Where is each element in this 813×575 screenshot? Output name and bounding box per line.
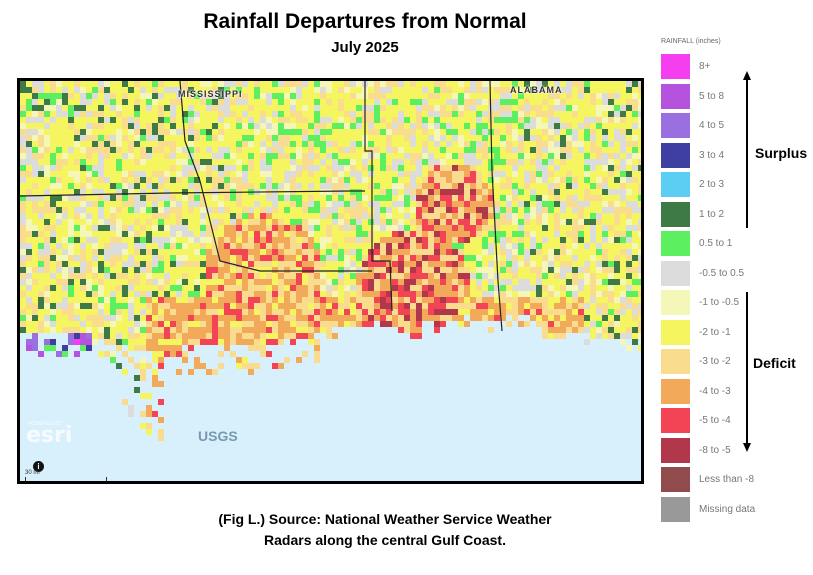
- caption-line-1: (Fig L.) Source: National Weather Servic…: [218, 511, 552, 527]
- legend-label: Missing data: [699, 503, 756, 515]
- legend-swatch: [661, 113, 690, 138]
- legend-item: -5 to -4: [661, 408, 811, 437]
- legend-label: 5 to 8: [699, 90, 725, 102]
- scale-label: 30 mi: [25, 470, 40, 476]
- legend-label: 8+: [699, 61, 711, 72]
- legend-swatch: [661, 349, 690, 374]
- legend-swatch: [661, 378, 690, 404]
- map-canvas: [20, 81, 641, 481]
- legend-item: -3 to -2: [661, 349, 811, 378]
- legend-item: 5 to 8: [661, 83, 811, 113]
- figure-caption: (Fig L.) Source: National Weather Servic…: [150, 509, 620, 551]
- legend-label: 1 to 2: [699, 208, 725, 220]
- state-label-alabama: ALABAMA: [510, 85, 563, 95]
- legend-label: -0.5 to 0.5: [699, 267, 745, 279]
- legend-label: -5 to -4: [699, 415, 731, 426]
- chart-title: Rainfall Departures from Normal: [203, 10, 527, 33]
- legend-item: 4 to 5: [661, 113, 811, 142]
- state-label-mississippi: MISSISSIPPI: [178, 89, 243, 99]
- legend-label: -2 to -1: [699, 326, 731, 338]
- legend-swatch: [661, 408, 690, 433]
- legend-swatch: [661, 290, 690, 315]
- deficit-label: Deficit: [753, 355, 796, 371]
- legend-swatch: [661, 437, 690, 463]
- precip-grid: [20, 81, 641, 441]
- legend-item: -2 to -1: [661, 319, 811, 349]
- legend-item: -4 to -3: [661, 378, 811, 408]
- legend-swatch: [661, 201, 690, 227]
- legend-label: 4 to 5: [699, 120, 725, 131]
- legend-label: -8 to -5: [699, 444, 731, 456]
- state-border: [489, 81, 503, 332]
- state-border: [364, 81, 393, 312]
- legend-item: 0.5 to 1: [661, 231, 811, 260]
- legend-swatch: [661, 142, 690, 168]
- scale-bar: [25, 477, 107, 481]
- chart-subtitle: July 2025: [331, 39, 399, 56]
- info-icon[interactable]: i: [33, 461, 44, 472]
- surplus-arrow-head-icon: [743, 71, 751, 80]
- surplus-arrow: [746, 80, 748, 228]
- legend-swatch: [661, 319, 690, 345]
- legend-title: RAINFALL (inches): [661, 38, 721, 45]
- legend-item: Less than -8: [661, 467, 811, 496]
- usgs-logo: USGS: [198, 428, 238, 444]
- legend-item: 3 to 4: [661, 142, 811, 172]
- legend-swatch: [661, 231, 690, 256]
- legend-label: -1 to -0.5: [699, 297, 740, 308]
- legend-swatch: [661, 54, 690, 79]
- legend-item: -1 to -0.5: [661, 290, 811, 319]
- legend-swatch: [661, 172, 690, 197]
- legend-label: 3 to 4: [699, 149, 725, 161]
- legend-swatch: [661, 260, 690, 286]
- esri-logo: esri: [26, 423, 73, 448]
- surplus-label: Surplus: [755, 145, 808, 161]
- legend-item: 1 to 2: [661, 201, 811, 231]
- state-border: [179, 81, 372, 272]
- powered-by-label: POWERED BY: [28, 421, 62, 427]
- deficit-arrow: [746, 292, 748, 444]
- legend-swatch: [661, 467, 690, 492]
- legend-item: Missing data: [661, 496, 811, 526]
- legend-swatch: [661, 496, 690, 522]
- legend-swatch: [661, 83, 690, 109]
- legend-label: -4 to -3: [699, 385, 731, 397]
- caption-line-2: Radars along the central Gulf Coast.: [264, 532, 506, 548]
- legend-label: 2 to 3: [699, 179, 725, 190]
- legend-label: Less than -8: [699, 474, 755, 485]
- state-border: [20, 190, 365, 197]
- legend-item: 8+: [661, 54, 811, 83]
- deficit-arrow-head-icon: [743, 443, 751, 452]
- legend-item: -8 to -5: [661, 437, 811, 467]
- legend-label: 0.5 to 1: [699, 238, 733, 249]
- legend-label: -3 to -2: [699, 356, 731, 367]
- rainfall-map[interactable]: MISSISSIPPI ALABAMA POWERED BY esri USGS…: [17, 78, 644, 484]
- legend-item: -0.5 to 0.5: [661, 260, 811, 290]
- legend-item: 2 to 3: [661, 172, 811, 201]
